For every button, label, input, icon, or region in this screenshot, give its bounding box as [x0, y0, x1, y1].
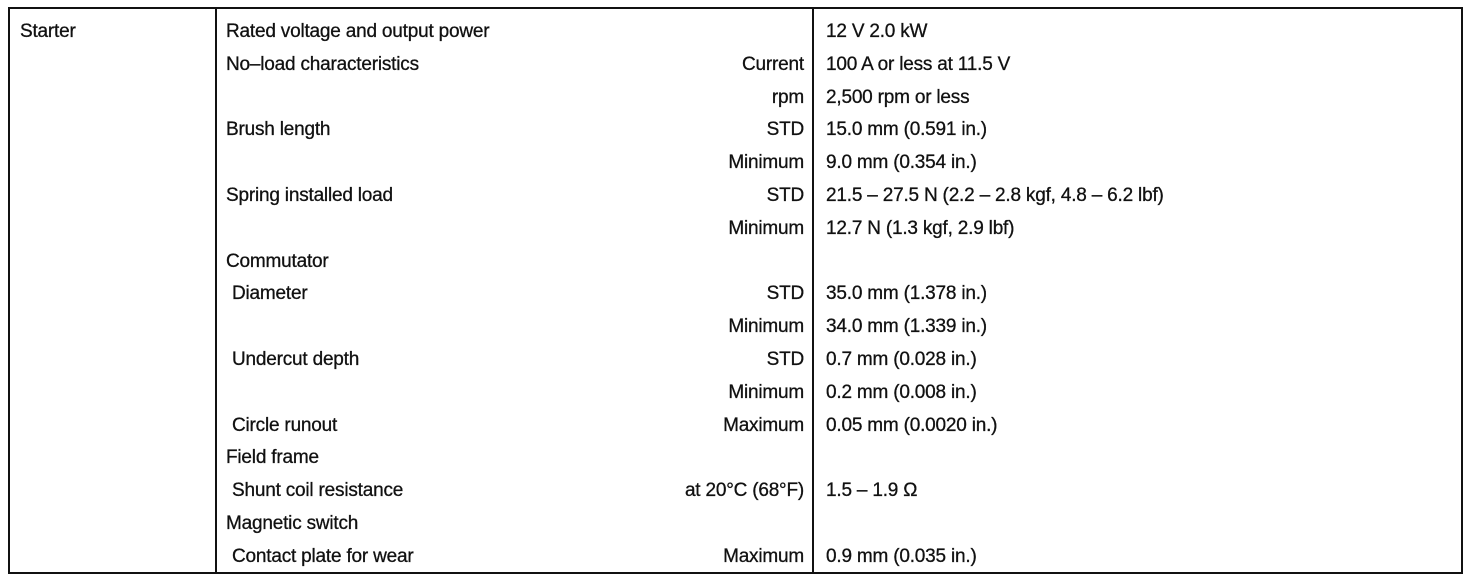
item-label: Brush length — [226, 119, 331, 141]
column-divider — [812, 7, 814, 574]
item-label: Spring installed load — [226, 185, 393, 206]
spec-value: 9.0 mm (0.354 in.) — [826, 152, 977, 174]
condition-label: Maximum — [723, 545, 804, 567]
spec-value: 15.0 mm (0.591 in.) — [826, 119, 987, 141]
item-label: No–load characteristics — [226, 53, 419, 75]
spec-value: 12 V 2.0 kW — [826, 21, 928, 42]
spec-value: 0.05 mm (0.0020 in.) — [826, 414, 998, 436]
subitem-label: Diameter — [232, 283, 308, 305]
column-divider — [215, 7, 217, 574]
spec-value: 35.0 mm (1.378 in.) — [826, 283, 987, 305]
item-label: Field frame — [226, 447, 319, 469]
spec-value: 100 A or less at 11.5 V — [826, 53, 1011, 75]
condition-label: Minimum — [728, 381, 804, 403]
item-label: Magnetic switch — [226, 513, 359, 534]
spec-value: 0.9 mm (0.035 in.) — [826, 545, 977, 567]
condition-label: Minimum — [728, 152, 804, 174]
subitem-label: Undercut depth — [232, 349, 360, 370]
spec-value: 12.7 N (1.3 kgf, 2.9 lbf) — [826, 217, 1015, 239]
condition-label: Current — [742, 53, 804, 75]
spec-value: 34.0 mm (1.339 in.) — [826, 316, 987, 338]
condition-label: Maximum — [723, 414, 804, 436]
spec-value: 0.2 mm (0.008 in.) — [826, 381, 977, 403]
condition-label: STD — [766, 119, 804, 141]
spec-value: 1.5 – 1.9 Ω — [826, 480, 918, 502]
condition-label: at 20°C (68°F) — [684, 480, 805, 502]
condition-label: rpm — [771, 86, 805, 108]
subitem-label: Shunt coil resistance — [232, 480, 404, 502]
spec-value: 21.5 – 27.5 N (2.2 – 2.8 kgf, 4.8 – 6.2 … — [826, 185, 1164, 206]
condition-label: STD — [766, 185, 804, 206]
item-label: Commutator — [226, 250, 329, 272]
condition-label: Minimum — [728, 217, 804, 239]
condition-label: Minimum — [728, 316, 804, 338]
condition-label: STD — [766, 349, 804, 370]
item-label: Rated voltage and output power — [226, 21, 490, 42]
table-border — [8, 7, 1463, 574]
condition-label: STD — [766, 283, 804, 305]
section-label: Starter — [20, 21, 76, 42]
subitem-label: Contact plate for wear — [232, 545, 414, 567]
spec-value: 0.7 mm (0.028 in.) — [826, 349, 977, 370]
spec-value: 2,500 rpm or less — [826, 86, 970, 108]
subitem-label: Circle runout — [232, 414, 338, 436]
